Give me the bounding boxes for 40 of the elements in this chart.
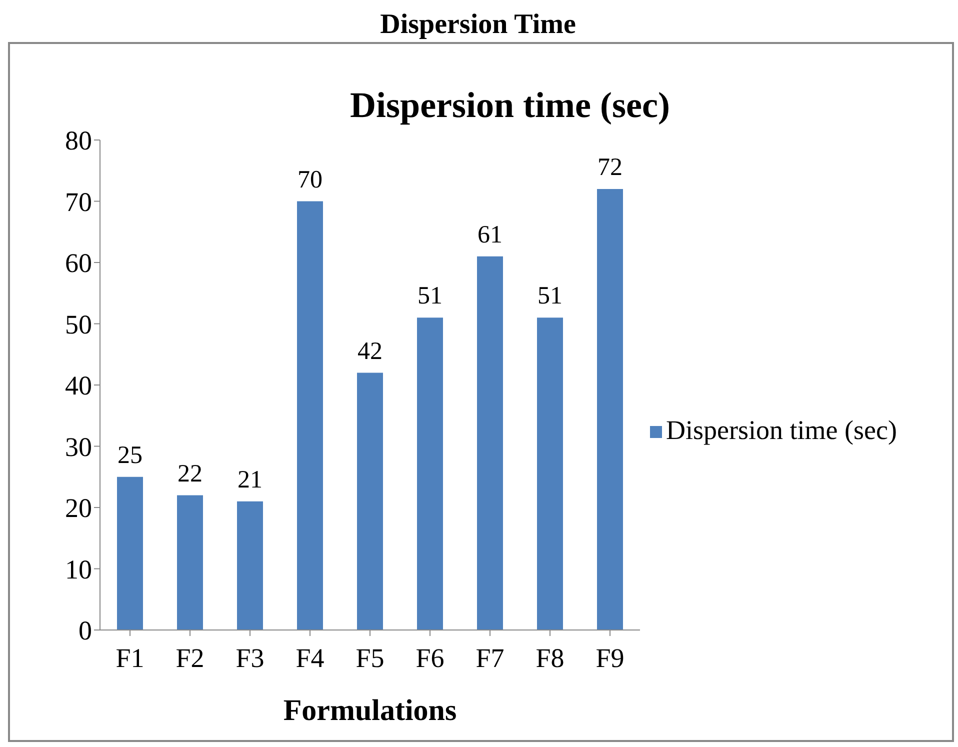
data-label: 61 [478, 221, 502, 248]
legend-label: Dispersion time (sec) [666, 414, 897, 444]
y-tick-label: 60 [65, 248, 92, 278]
x-tick-label: F5 [356, 643, 384, 674]
data-label: 70 [298, 166, 322, 194]
x-tick-label: F2 [176, 643, 204, 674]
bar [297, 201, 323, 630]
y-tick-label: 20 [65, 493, 92, 524]
data-label: 72 [598, 154, 622, 181]
chart-title: Dispersion Time [379, 8, 577, 42]
data-label: 25 [118, 442, 142, 469]
bar [417, 318, 443, 630]
x-tick-label: F9 [596, 643, 624, 674]
x-tick-label: F3 [236, 643, 264, 674]
y-tick-label: 40 [65, 370, 92, 401]
data-label: 51 [538, 282, 562, 310]
y-tick-label: 50 [65, 309, 92, 340]
y-tick-label: 80 [65, 126, 92, 156]
x-tick-label: F1 [116, 643, 144, 674]
y-tick-label: 0 [78, 616, 92, 646]
bar [537, 318, 563, 630]
data-label: 21 [238, 466, 262, 494]
bar [357, 372, 383, 630]
chart-subtitle: Dispersion time (sec) [349, 84, 671, 126]
bar [177, 495, 203, 630]
bar [117, 476, 143, 630]
x-axis-title: Formulations [283, 694, 457, 727]
x-tick-label: F6 [416, 643, 444, 674]
data-label: 42 [358, 338, 382, 365]
bar [477, 256, 503, 630]
y-tick-label: 10 [65, 554, 92, 584]
y-tick-label: 30 [65, 432, 92, 462]
bar [237, 501, 263, 630]
data-label: 51 [418, 282, 442, 310]
y-tick-label: 70 [65, 186, 92, 217]
x-tick-label: F4 [296, 643, 325, 674]
bar [597, 189, 623, 630]
x-tick-label: F7 [476, 643, 504, 674]
data-label: 22 [178, 460, 202, 488]
x-tick-label: F8 [536, 643, 564, 674]
